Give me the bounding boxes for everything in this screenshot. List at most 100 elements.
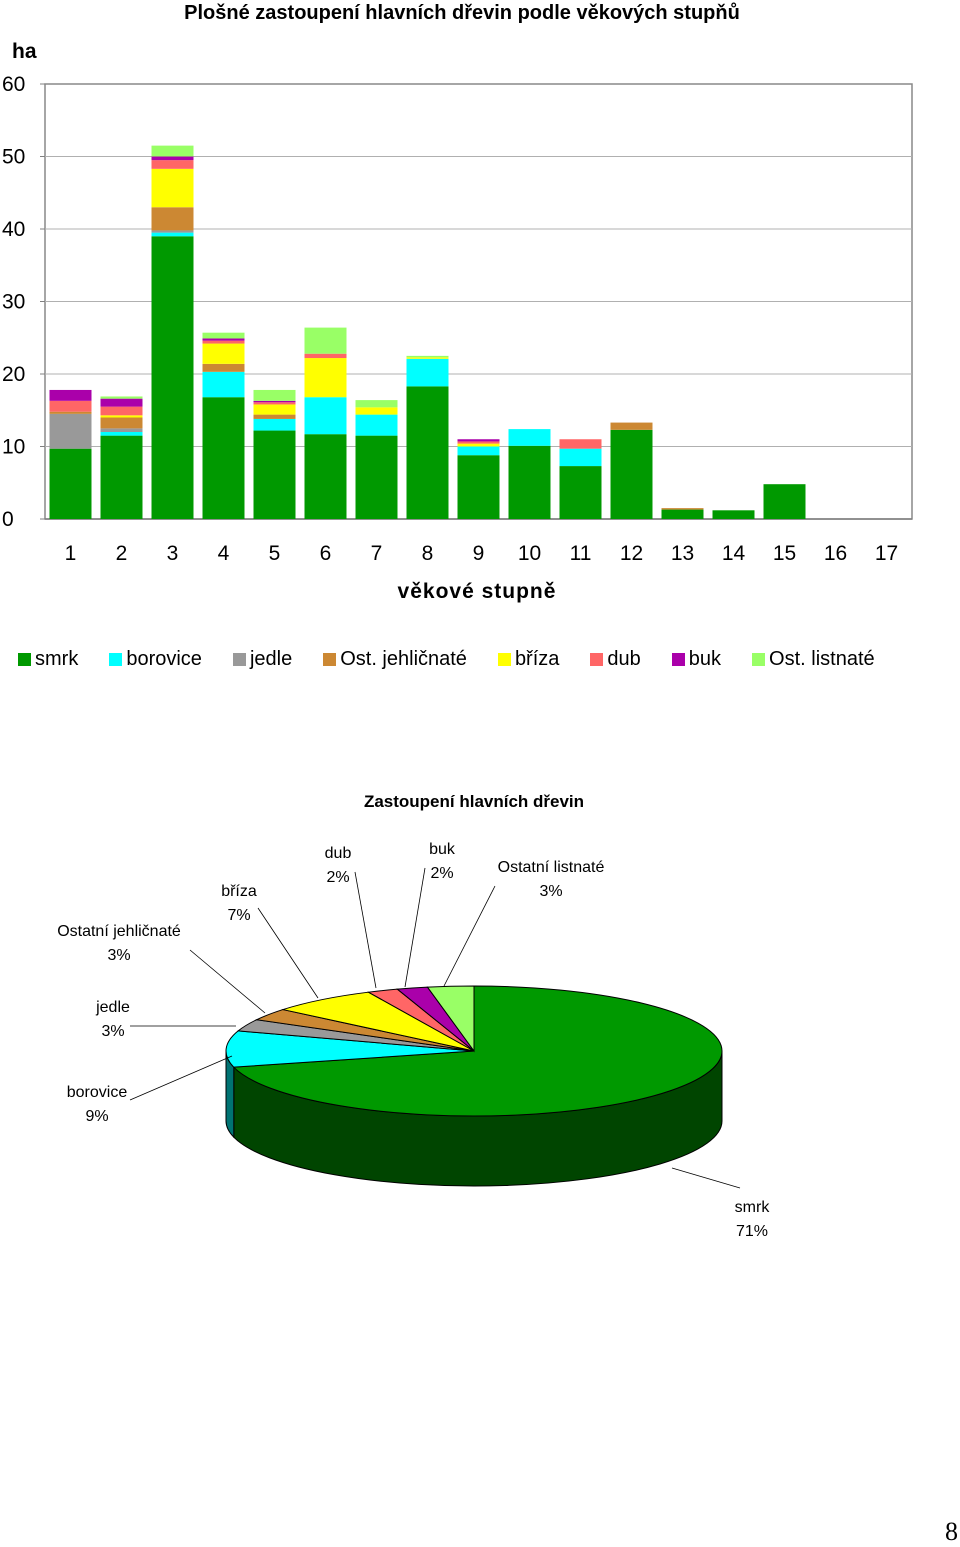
bar-segment	[151, 207, 194, 231]
leader-line	[129, 1055, 233, 1101]
bar-segment	[49, 400, 92, 412]
legend-label: dub	[607, 648, 641, 670]
legend-item: bříza	[497, 648, 560, 671]
pie-label-name: Ostatní listnaté	[498, 859, 605, 876]
bar-segment	[100, 406, 143, 416]
pie-chart-title: Zastoupení hlavních dřevin	[364, 792, 584, 811]
bar-segment	[151, 168, 194, 208]
bar-segment	[100, 428, 143, 432]
legend-swatch	[323, 653, 337, 666]
bar-segment	[304, 397, 347, 435]
bar-segment	[559, 466, 602, 519]
bar-segment	[202, 338, 245, 341]
bar-segment	[151, 160, 194, 169]
bar-segment	[49, 411, 92, 414]
bar-segment	[100, 417, 143, 429]
legend-swatch	[752, 653, 766, 666]
bar-segment	[49, 413, 92, 449]
legend-swatch	[109, 653, 123, 666]
y-tick-label: 0	[2, 508, 14, 531]
bar-segment	[457, 439, 500, 442]
pie-slice	[280, 991, 475, 1052]
bar-segment	[253, 404, 296, 415]
leader-line	[354, 871, 377, 989]
x-tick-label: 3	[167, 542, 179, 565]
x-tick-label: 10	[518, 542, 541, 565]
bar-segment	[202, 343, 245, 364]
bar-segment	[304, 358, 347, 398]
x-tick-label: 11	[570, 542, 592, 565]
x-tick-label: 2	[116, 542, 128, 565]
bar-segment	[559, 439, 602, 449]
legend-item: smrk	[18, 648, 78, 671]
leader-line	[189, 949, 266, 1014]
bar-segment	[406, 386, 449, 519]
bar-segment	[253, 430, 296, 519]
bar-segment	[610, 429, 653, 519]
legend-item: Ost. listnaté	[752, 648, 875, 671]
bar-segment	[355, 414, 398, 436]
pie-label-value: 71%	[736, 1223, 768, 1240]
x-tick-label: 12	[620, 542, 643, 565]
pie-label-name: Ostatní jehličnaté	[57, 923, 181, 940]
pie-slice	[225, 1030, 475, 1068]
x-tick-label: 7	[371, 542, 383, 565]
legend-item: dub	[590, 648, 641, 671]
bar-segment	[355, 400, 398, 408]
pie-chart: Zastoupení hlavních dřevin smrk 71% borovic…	[57, 792, 770, 1240]
pie-label-value: 7%	[227, 907, 250, 924]
bar-segment	[253, 414, 296, 419]
y-tick-label: 50	[2, 146, 25, 169]
legend-label: buk	[688, 648, 722, 670]
x-tick-label: 13	[671, 542, 694, 565]
legend-label: bříza	[514, 648, 560, 670]
y-tick-label: 60	[2, 73, 25, 96]
y-tick-label: 20	[2, 363, 25, 386]
legend-label: jedle	[249, 648, 293, 670]
x-tick-label: 6	[320, 542, 332, 565]
bar-segment	[100, 396, 143, 399]
legend-item: Ost. jehličnaté	[323, 648, 467, 671]
bar-segment	[508, 429, 551, 446]
page-number: 8	[945, 1517, 958, 1546]
bar-segment	[253, 400, 296, 403]
pie-label-value: 9%	[85, 1108, 108, 1125]
x-tick-label: 1	[65, 542, 77, 565]
bar-segment	[457, 446, 500, 456]
bar-segment	[406, 357, 449, 359]
bar-segment	[100, 435, 143, 519]
y-tick-label: 40	[2, 218, 25, 241]
bar-segment	[202, 397, 245, 519]
bar-segment	[253, 389, 296, 401]
bar-segment	[304, 434, 347, 519]
legend-label: borovice	[126, 648, 202, 670]
bar-segment	[151, 230, 194, 233]
legend-label: smrk	[35, 648, 79, 670]
pie-label-value: 3%	[107, 947, 130, 964]
pie-label-value: 2%	[326, 869, 349, 886]
bar-segment	[202, 332, 245, 339]
y-tick-label: 10	[2, 436, 25, 459]
bar-chart: Plošné zastoupení hlavních dřevin podle …	[2, 2, 913, 603]
bar-segment	[559, 448, 602, 467]
pie-label-name: bříza	[221, 883, 257, 900]
bar-segment	[49, 389, 92, 401]
leader-line	[671, 1167, 741, 1189]
bar-segment	[100, 398, 143, 407]
leader-line	[443, 885, 496, 987]
leader-line	[257, 907, 319, 999]
y-axis-label: ha	[12, 40, 37, 63]
bar-segment	[151, 232, 194, 237]
bar-segment	[457, 455, 500, 519]
pie-label-name: jedle	[95, 999, 130, 1016]
bar-segment	[151, 156, 194, 161]
bar-segment	[253, 402, 296, 405]
bar-segment	[355, 407, 398, 415]
bar-segment	[457, 441, 500, 444]
pie-label-value: 3%	[101, 1023, 124, 1040]
bar-segment	[304, 327, 347, 354]
bar-segment	[202, 371, 245, 398]
legend-swatch	[497, 653, 511, 666]
x-tick-label: 15	[773, 542, 796, 565]
bar-segment	[151, 145, 194, 157]
